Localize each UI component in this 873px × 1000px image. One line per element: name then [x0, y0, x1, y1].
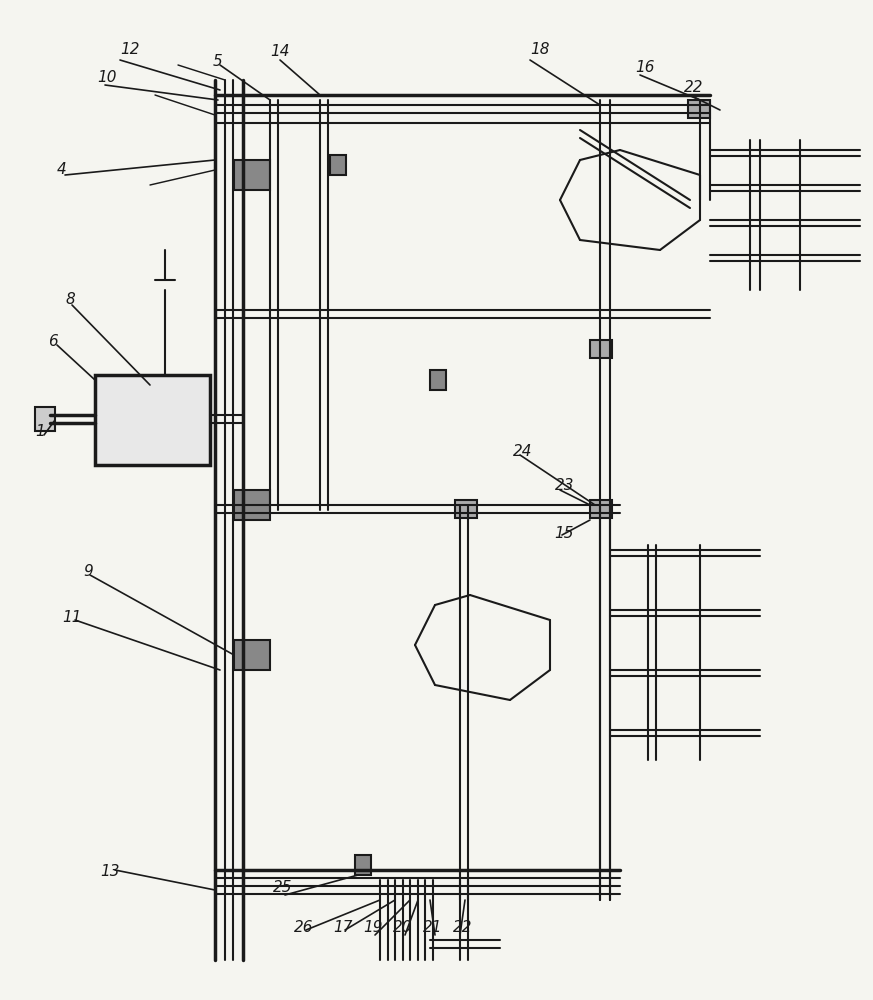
Bar — [234, 640, 270, 670]
Text: 18: 18 — [530, 42, 550, 57]
Text: 4: 4 — [57, 162, 67, 178]
Bar — [95, 375, 210, 465]
Text: 14: 14 — [271, 44, 290, 60]
Text: 17: 17 — [333, 920, 353, 936]
Bar — [590, 500, 612, 518]
Text: 9: 9 — [83, 564, 93, 580]
Text: 6: 6 — [48, 334, 58, 350]
Text: 13: 13 — [100, 864, 120, 880]
Text: 24: 24 — [513, 444, 533, 460]
Bar — [590, 340, 612, 358]
Bar — [35, 407, 55, 431]
Bar — [330, 155, 346, 175]
Bar — [234, 490, 270, 520]
Text: 12: 12 — [120, 42, 140, 57]
Text: 23: 23 — [555, 478, 574, 492]
Bar — [688, 100, 710, 118]
Text: 25: 25 — [273, 880, 292, 896]
Bar — [455, 500, 477, 518]
Bar — [355, 855, 371, 875]
Text: 21: 21 — [423, 920, 443, 936]
Text: 22: 22 — [453, 920, 473, 936]
Text: 8: 8 — [65, 292, 75, 308]
Text: 15: 15 — [554, 526, 574, 540]
Text: 11: 11 — [62, 610, 82, 626]
Text: 22: 22 — [684, 81, 704, 96]
Bar — [430, 370, 446, 390]
Text: 5: 5 — [213, 54, 223, 70]
Text: 1: 1 — [35, 424, 45, 440]
Text: 10: 10 — [97, 70, 117, 86]
Text: 16: 16 — [636, 60, 655, 76]
Text: 26: 26 — [294, 920, 313, 936]
Text: 19: 19 — [363, 920, 382, 936]
Bar — [234, 160, 270, 190]
Text: 20: 20 — [393, 920, 413, 936]
